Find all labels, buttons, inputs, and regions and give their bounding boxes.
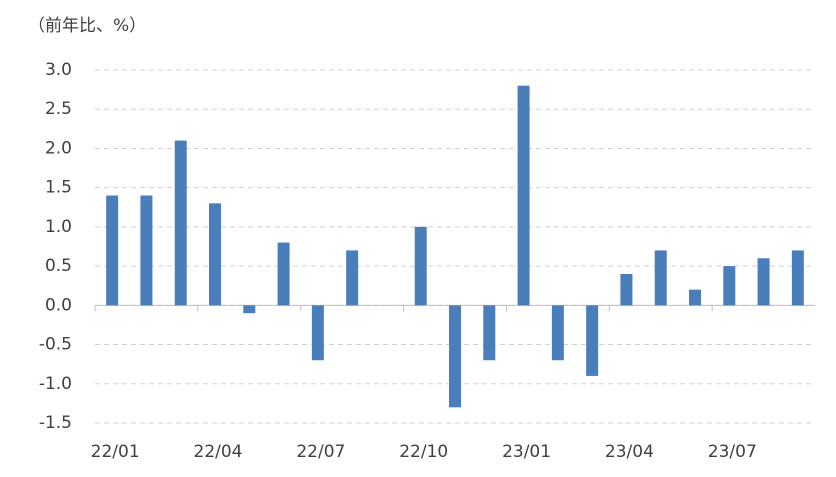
x-tick-label: 23/07 [708,442,757,462]
bar [723,266,736,306]
y-tick-label: 0.0 [45,295,72,315]
bar [140,195,153,306]
bar [243,305,256,314]
y-tick-label: 2.5 [45,99,72,119]
y-tick-label: -1.0 [39,374,72,394]
y-tick-label: 1.0 [45,217,72,237]
y-tick-label: 3.0 [45,60,72,80]
bar [757,258,770,306]
bar [654,250,667,306]
bar [311,305,324,361]
y-tick-label: -1.5 [39,413,72,433]
bar [449,305,461,408]
y-tick-label: 1.5 [45,178,72,198]
x-tick-label: 22/04 [194,442,243,462]
bar [277,242,290,306]
bar [620,273,633,306]
bar [106,195,119,306]
bar [483,305,496,361]
bar [689,289,701,306]
bar [791,250,804,306]
x-tick-label: 23/01 [502,442,551,462]
bar [174,140,187,306]
x-tick-label: 22/01 [91,442,140,462]
x-tick-label: 23/04 [605,442,654,462]
bar [551,305,564,361]
bar [346,250,359,306]
x-tick-label: 22/10 [399,442,448,462]
y-tick-label: 2.0 [45,138,72,158]
y-tick-label: 0.5 [45,256,72,276]
bar [517,85,530,306]
x-tick-label: 22/07 [296,442,345,462]
y-tick-label: -0.5 [39,335,72,355]
bar [414,226,427,306]
chart-title: （前年比、%） [28,16,146,36]
bar [209,203,221,306]
bar [586,305,599,376]
